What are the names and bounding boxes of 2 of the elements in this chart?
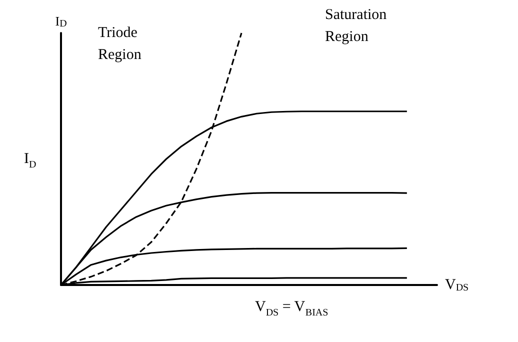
annotation: Saturation Region — [325, 7, 388, 45]
annotation: Triode Region — [98, 25, 142, 63]
